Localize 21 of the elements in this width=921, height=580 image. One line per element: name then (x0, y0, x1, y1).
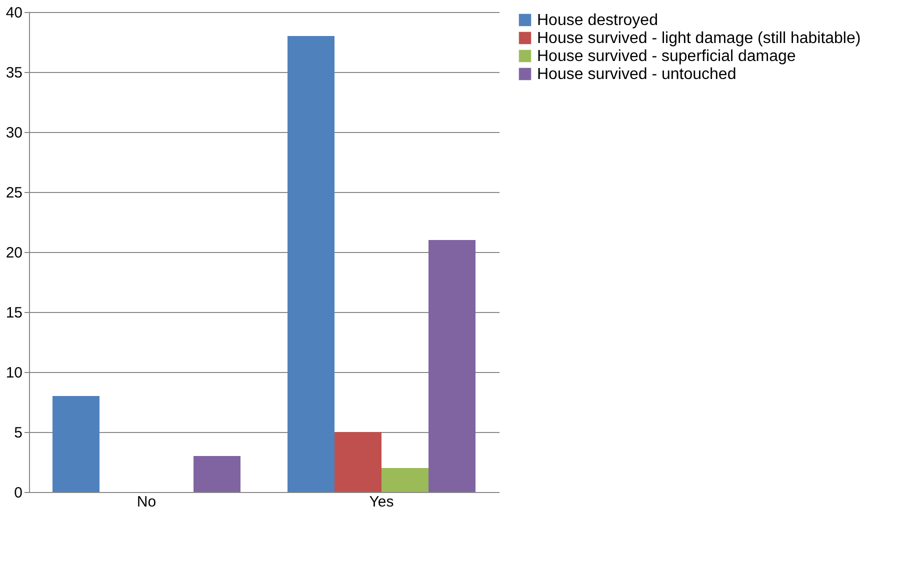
y-tick-label: 25 (6, 184, 22, 202)
y-tick-label: 20 (6, 244, 22, 262)
y-tick-label: 30 (6, 124, 22, 142)
legend-label: House survived - untouched (537, 66, 736, 83)
legend-label: House destroyed (537, 12, 658, 29)
y-tick-label: 35 (6, 64, 22, 82)
bar (382, 468, 428, 492)
bar (52, 396, 100, 492)
bar (334, 432, 382, 492)
x-tick-label: Yes (369, 494, 394, 510)
y-tick-label: 10 (6, 364, 22, 382)
y-tick-label: 0 (14, 484, 22, 502)
bar (288, 36, 334, 492)
y-tick-label: 15 (6, 304, 22, 322)
legend-label: House survived - light damage (still habitable) (537, 30, 861, 47)
legend-label: House survived - superficial damage (537, 48, 796, 65)
y-tick-label: 40 (6, 4, 22, 22)
x-tick-label: No (136, 494, 156, 510)
y-tick-label: 5 (14, 424, 22, 442)
bar (428, 240, 476, 492)
bar (194, 456, 240, 492)
